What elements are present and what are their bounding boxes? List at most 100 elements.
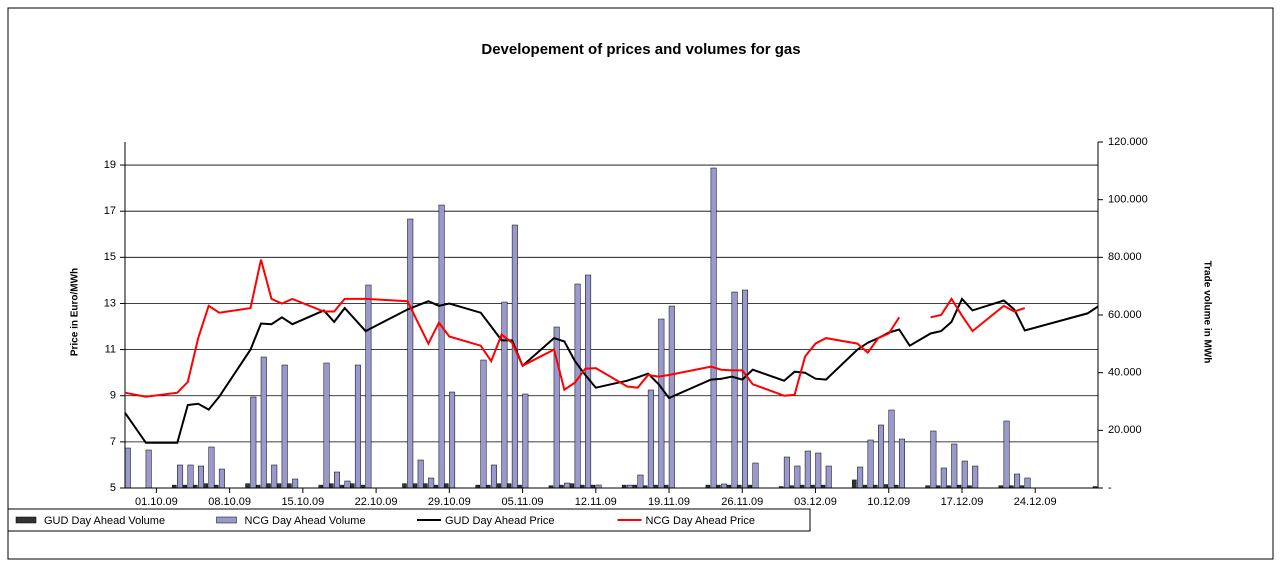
bar [145,449,152,489]
bar [501,301,508,489]
x-tick-label: 05.11.09 [502,496,544,508]
x-tick-label: 10.12.09 [867,496,910,508]
legend-label: NCG Day Ahead Volume [245,515,366,527]
bar [328,483,334,489]
bar [496,483,501,489]
bar [438,204,445,489]
bar [930,430,937,489]
bar [710,167,717,489]
bar [444,483,449,489]
y-axis-title: Price in Euro/MWh [70,268,81,356]
y-tick-label: 19 [104,159,116,171]
y2-tick-label: 100.000 [1108,194,1148,206]
bar [402,483,407,489]
bar [815,452,822,489]
x-tick-label: 29.10.09 [428,496,471,508]
legend-label: NCG Day Ahead Price [646,515,755,527]
bar [250,396,257,489]
y-tick-label: 17 [104,205,116,217]
y2-tick-label: 60.000 [1108,309,1142,321]
bar [794,465,801,489]
bar [490,464,497,489]
bar [407,218,414,489]
bar [867,439,874,489]
bar [647,389,654,489]
x-tick-label: 12.11.09 [575,496,617,508]
bar [506,483,512,489]
bar [1014,473,1021,489]
bar [961,460,968,489]
bar [883,484,889,489]
bar [271,464,278,489]
legend-swatch [216,516,237,524]
bar [354,364,361,489]
y-tick-label: 5 [110,482,116,494]
bar [940,467,947,489]
bar [752,462,759,489]
bar [658,318,665,489]
x-tick-label: 15.10.09 [281,496,324,508]
y-tick-label: 15 [104,251,116,263]
bar [333,471,340,489]
y2-tick-label: 80.000 [1108,251,1142,263]
bar [878,424,885,489]
bar [1003,420,1010,489]
y-tick-label: 11 [105,344,116,356]
bar [281,364,288,489]
bar [564,482,571,489]
chart-border [7,7,1274,560]
bar [187,464,194,489]
bar [825,465,832,489]
bar [783,456,790,489]
bar [721,483,728,489]
bar [287,483,292,489]
bar [731,291,738,489]
bar [349,483,355,489]
legend-label: GUD Day Ahead Volume [44,515,165,527]
bar [888,409,895,489]
y-tick-label: 13 [104,297,116,309]
bar [245,483,250,489]
bar [972,465,979,489]
bar [804,450,811,489]
bar [124,447,131,489]
x-tick-label: 17.12.09 [941,496,984,508]
y2-tick-label: 40.000 [1108,367,1142,379]
x-tick-label: 08.10.09 [208,496,251,508]
bar [742,289,749,489]
y2-tick-label: 20.000 [1108,424,1142,436]
x-tick-label: 22.10.09 [355,496,398,508]
bar [208,446,215,489]
bar [417,459,424,489]
bar [423,483,428,489]
bar [260,356,267,489]
bar [197,465,204,489]
y2-tick-label: - [1108,482,1112,494]
y-tick-label: 9 [110,390,116,402]
bar [365,284,372,489]
bar [203,483,208,489]
line [124,297,1099,444]
x-tick-label: 19.11.09 [648,496,690,508]
bar [857,466,864,489]
bar [276,483,282,489]
bar [177,464,184,489]
bar [569,483,575,489]
bar [898,438,905,489]
bar [218,468,225,489]
bar [574,283,581,489]
bar [266,483,271,489]
legend-swatch [15,516,37,524]
bar [412,483,418,489]
bar [852,479,857,489]
x-tick-label: 03.12.09 [794,496,837,508]
bar [951,443,958,489]
line [124,259,1026,398]
legend-box [7,508,811,532]
chart-title: Developement of prices and volumes for g… [481,41,800,58]
x-tick-label: 01.10.09 [135,496,178,508]
bar [480,359,487,489]
legend-label: GUD Day Ahead Price [445,515,554,527]
x-tick-label: 24.12.09 [1014,496,1057,508]
